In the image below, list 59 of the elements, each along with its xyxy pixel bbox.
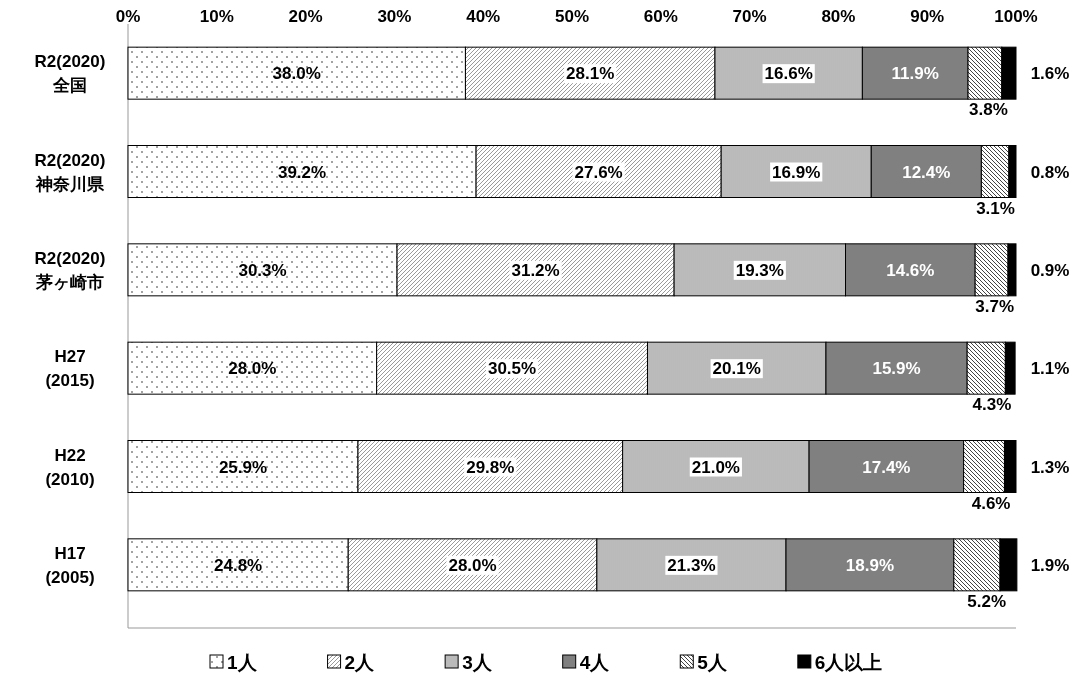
x-tick-label: 100% bbox=[994, 7, 1038, 26]
x-tick-label: 80% bbox=[821, 7, 856, 26]
data-label: 20.1% bbox=[712, 359, 761, 379]
x-tick-label: 30% bbox=[377, 7, 412, 26]
data-label: 15.9% bbox=[872, 359, 921, 379]
data-label: 4.6% bbox=[971, 493, 1011, 513]
x-tick-label: 60% bbox=[643, 7, 678, 26]
data-label: 21.3% bbox=[667, 555, 716, 575]
data-label: 1.6% bbox=[1030, 64, 1070, 84]
data-label: 28.1% bbox=[566, 64, 615, 84]
y-tick-label: H22 (2010) bbox=[45, 445, 95, 489]
data-label: 28.0% bbox=[228, 359, 277, 379]
data-label: 1.9% bbox=[1030, 555, 1070, 575]
data-label: 21.0% bbox=[691, 457, 740, 477]
data-label: 0.8% bbox=[1030, 162, 1070, 182]
data-label: 1.1% bbox=[1030, 359, 1070, 379]
y-tick-label: R2(2020) 茅ヶ崎市 bbox=[34, 248, 106, 292]
data-label: 28.0% bbox=[448, 555, 497, 575]
data-label: 31.2% bbox=[511, 260, 560, 280]
y-tick-label: R2(2020) 神奈川県 bbox=[34, 150, 106, 194]
data-label: 24.8% bbox=[214, 555, 263, 575]
data-label: 25.9% bbox=[218, 457, 268, 477]
data-label: 5.2% bbox=[967, 591, 1007, 611]
legend-label: 1人 bbox=[227, 652, 258, 673]
legend-label: 3人 bbox=[462, 652, 493, 673]
legend-label: 5人 bbox=[697, 652, 728, 673]
data-label: 17.4% bbox=[862, 457, 911, 477]
x-tick-label: 0% bbox=[115, 7, 141, 26]
data-label: 12.4% bbox=[902, 162, 951, 182]
data-label: 4.3% bbox=[972, 395, 1012, 415]
data-label: 38.0% bbox=[272, 64, 321, 84]
x-tick-label: 40% bbox=[466, 7, 501, 26]
data-label: 18.9% bbox=[845, 555, 895, 575]
data-label: 16.6% bbox=[764, 64, 813, 84]
data-label: 0.9% bbox=[1030, 260, 1070, 280]
y-tick-label: H27 (2015) bbox=[45, 347, 95, 391]
data-label: 14.6% bbox=[886, 260, 935, 280]
data-label: 30.3% bbox=[238, 260, 287, 280]
x-tick-label: 90% bbox=[910, 7, 945, 26]
data-label: 19.3% bbox=[735, 260, 784, 280]
x-tick-label: 70% bbox=[732, 7, 767, 26]
data-label: 1.3% bbox=[1030, 457, 1070, 477]
legend-label: 2人 bbox=[344, 652, 376, 673]
x-tick-label: 20% bbox=[288, 7, 323, 26]
legend-label: 6人以上 bbox=[814, 652, 883, 673]
y-tick-label: R2(2020) 全国 bbox=[34, 52, 106, 96]
data-label: 11.9% bbox=[891, 64, 939, 84]
data-label: 16.9% bbox=[772, 162, 821, 182]
data-label: 30.5% bbox=[487, 359, 537, 379]
y-tick-label: H17 (2005) bbox=[45, 543, 95, 587]
data-label: 39.2% bbox=[277, 162, 327, 182]
legend-label: 4人 bbox=[579, 652, 611, 673]
data-label: 3.7% bbox=[975, 296, 1015, 316]
data-label: 29.8% bbox=[466, 457, 515, 477]
x-tick-label: 10% bbox=[199, 7, 234, 26]
data-label: 3.8% bbox=[969, 100, 1008, 120]
data-label: 3.1% bbox=[976, 198, 1015, 218]
data-label: 27.6% bbox=[574, 162, 623, 182]
x-tick-label: 50% bbox=[554, 7, 590, 26]
